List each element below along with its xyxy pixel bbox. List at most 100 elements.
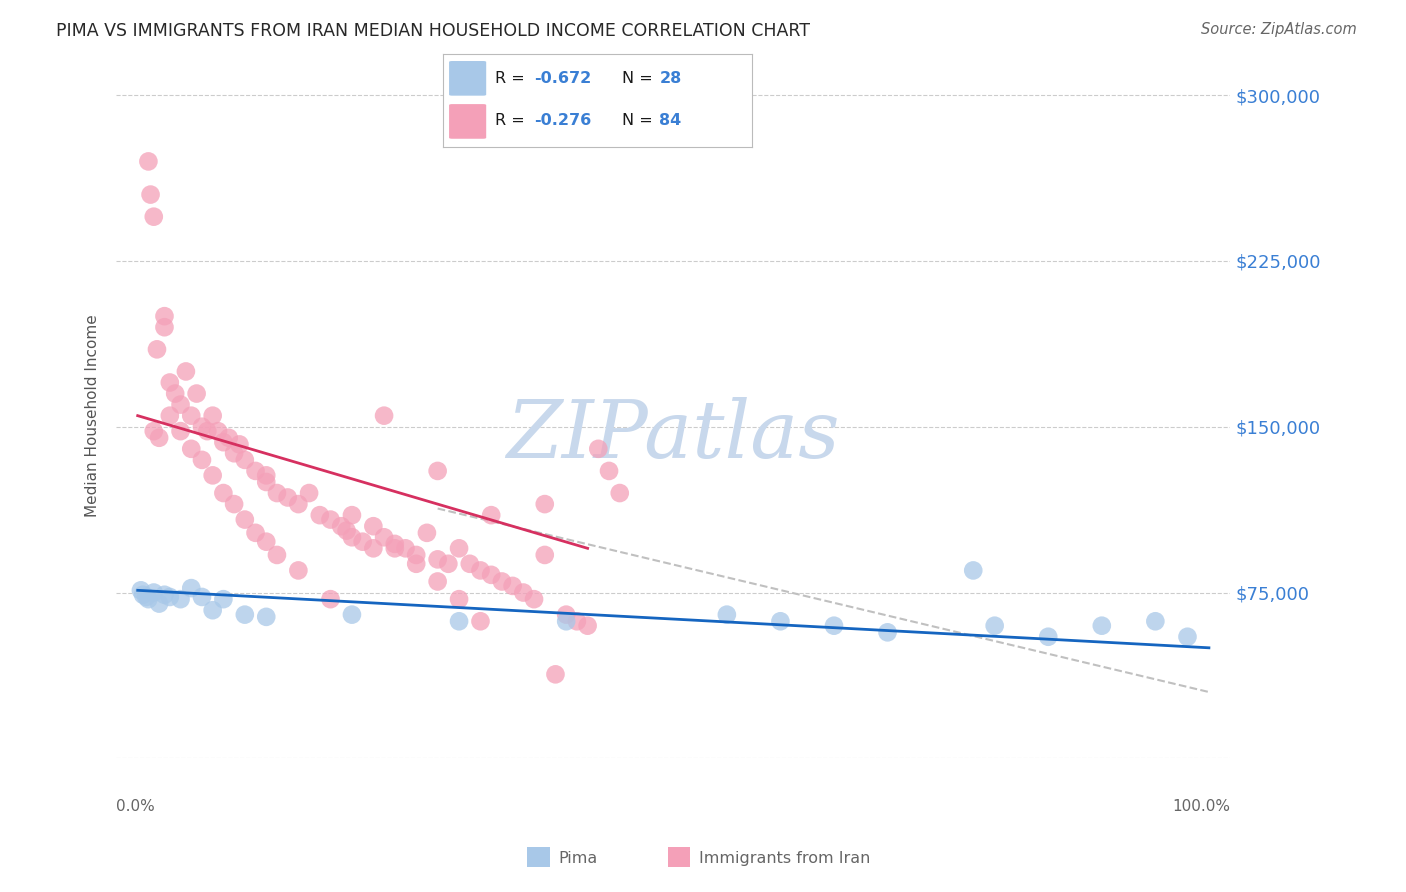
FancyBboxPatch shape (449, 104, 486, 139)
Point (340, 607, 363, 622)
Point (159, 409, 181, 423)
Point (416, 525, 439, 540)
Point (555, 614, 578, 628)
Text: Pima: Pima (558, 851, 598, 865)
Point (191, 419, 214, 434)
Point (218, 431, 240, 445)
Point (191, 453, 214, 467)
Point (555, 607, 578, 622)
Point (470, 614, 492, 628)
Point (138, 154, 160, 169)
Point (319, 512, 342, 526)
Point (148, 597, 170, 611)
Point (876, 625, 898, 640)
Point (449, 614, 471, 628)
Text: 100.0%: 100.0% (1173, 799, 1230, 814)
Point (233, 453, 256, 467)
Point (159, 590, 181, 604)
Point (523, 592, 546, 607)
Point (769, 614, 792, 628)
Point (201, 603, 224, 617)
Text: ZIPatlas: ZIPatlas (506, 398, 839, 475)
Point (254, 468, 277, 483)
Point (254, 610, 277, 624)
Point (207, 424, 229, 438)
Point (254, 475, 277, 489)
Point (212, 592, 235, 607)
Point (191, 590, 214, 604)
Point (180, 409, 202, 423)
Point (245, 464, 267, 478)
Point (212, 435, 235, 450)
Point (308, 508, 330, 523)
Point (983, 618, 1005, 632)
Point (129, 583, 152, 598)
Point (132, 588, 155, 602)
Point (373, 530, 395, 544)
Y-axis label: Median Household Income: Median Household Income (86, 314, 100, 517)
Point (165, 386, 187, 401)
Point (394, 541, 416, 556)
Point (352, 534, 374, 549)
Point (142, 424, 165, 438)
Point (533, 548, 555, 562)
Point (146, 343, 169, 357)
Text: N =: N = (623, 113, 658, 128)
Point (287, 563, 309, 577)
Point (224, 497, 246, 511)
Point (340, 508, 363, 523)
Point (384, 541, 406, 556)
Point (135, 590, 157, 604)
Point (142, 585, 165, 599)
Point (139, 187, 162, 202)
Point (142, 210, 165, 224)
Point (363, 541, 385, 556)
Point (470, 563, 492, 577)
Point (287, 497, 309, 511)
Point (224, 446, 246, 460)
FancyBboxPatch shape (449, 61, 486, 95)
Point (405, 548, 427, 562)
Point (716, 607, 738, 622)
Point (449, 592, 471, 607)
Text: R =: R = (495, 113, 530, 128)
Point (598, 464, 620, 478)
Point (426, 552, 449, 566)
Point (340, 530, 363, 544)
Point (426, 464, 449, 478)
Point (1177, 630, 1199, 644)
Point (195, 424, 218, 438)
Text: Source: ZipAtlas.com: Source: ZipAtlas.com (1201, 22, 1357, 37)
Point (159, 376, 181, 390)
Point (266, 486, 288, 500)
Text: Immigrants from Iran: Immigrants from Iran (699, 851, 870, 865)
Text: 28: 28 (659, 71, 682, 87)
Point (565, 614, 588, 628)
Point (254, 534, 277, 549)
Point (512, 585, 534, 599)
Point (277, 491, 299, 505)
Text: R =: R = (495, 71, 530, 87)
Point (266, 548, 288, 562)
Point (405, 557, 427, 571)
Point (576, 618, 599, 632)
Point (233, 607, 256, 622)
Point (148, 431, 170, 445)
Point (153, 588, 176, 602)
Point (426, 574, 449, 589)
Point (384, 537, 406, 551)
Text: PIMA VS IMMIGRANTS FROM IRAN MEDIAN HOUSEHOLD INCOME CORRELATION CHART: PIMA VS IMMIGRANTS FROM IRAN MEDIAN HOUS… (56, 22, 810, 40)
Point (319, 592, 342, 607)
Point (330, 519, 353, 533)
Point (544, 667, 567, 681)
Point (138, 592, 160, 607)
Point (1091, 618, 1114, 632)
Point (823, 618, 845, 632)
Point (201, 409, 224, 423)
Text: -0.276: -0.276 (534, 113, 592, 128)
Point (533, 497, 555, 511)
Point (437, 557, 460, 571)
Point (180, 581, 202, 595)
Point (962, 563, 984, 577)
Point (609, 486, 631, 500)
